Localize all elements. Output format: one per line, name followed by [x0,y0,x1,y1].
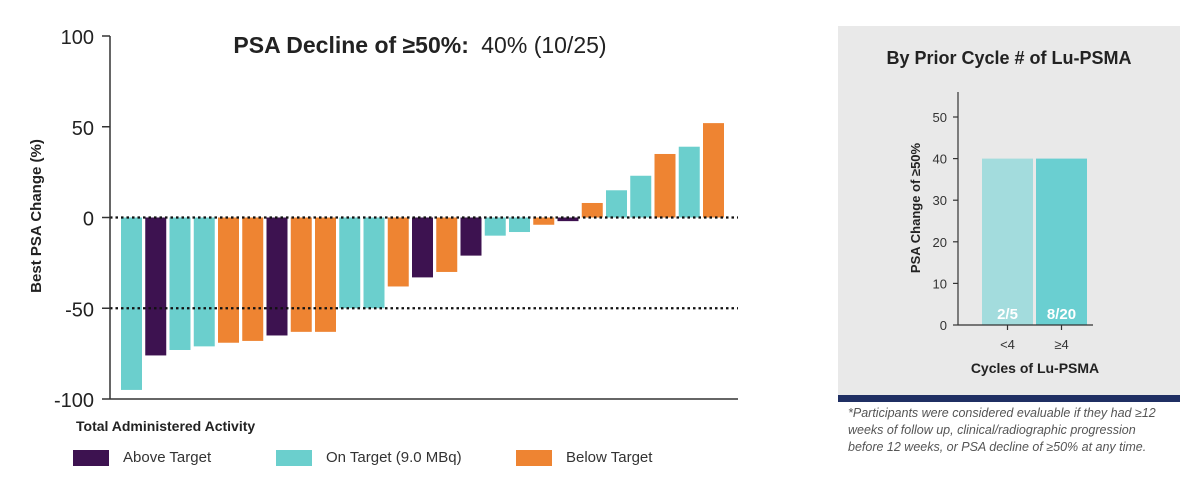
y-tick-label: 50 [72,118,94,140]
legend-swatch-above-target [73,449,109,466]
legend-label-below-target: Below Target [566,449,653,466]
bar [169,217,191,350]
bar [654,153,676,218]
inset-y-axis-label: PSA Change of ≥50% [908,142,923,273]
inset-y-axis-ticks: 50 40 30 20 10 0 [933,110,958,333]
reference-lines [110,216,738,310]
legend-below-target: Below Target [516,449,652,466]
inset-y-tick-label: 20 [933,235,947,250]
y-axis-label: Best PSA Change (%) [28,139,45,293]
footnote: *Participants were considered evaluable … [848,406,1156,454]
bar [460,217,482,256]
inset-y-tick-label: 40 [933,152,947,167]
bar [387,217,409,287]
inset-x-axis-label: Cycles of Lu-PSMA [971,360,1099,376]
legend-label-on-target: On Target (9.0 MBq) [326,449,462,466]
legend-label-above-target: Above Target [123,449,212,466]
bar [121,217,142,390]
inset-x-axis-ticks: <4 ≥4 [1000,325,1069,352]
inset-y-tick-label: 30 [933,193,947,208]
bar [678,146,700,218]
inset-x-tick-label: <4 [1000,337,1015,352]
x-axis-label: Total Administered Activity [76,418,255,434]
bar [315,217,336,332]
bar [242,217,264,341]
bar [606,190,627,218]
legend-swatch-below-target [516,449,552,466]
y-tick-label: -50 [65,299,94,321]
bar-series [121,123,724,390]
chart-title-label: PSA Decline of ≥50%: [233,32,468,58]
inset-chart: 50 40 30 20 10 0 PSA Change of ≥50% 2/5 8/20 <… [908,92,1099,376]
bar [339,217,361,309]
inset-panel: By Prior Cycle # of Lu-PSMA 50 40 30 20 10 0 … [838,26,1180,402]
y-tick-label: -100 [54,390,94,412]
bar [509,217,530,233]
bar [533,217,555,225]
bar [484,217,506,236]
bar [290,217,312,332]
bar [557,217,579,222]
legend-above-target: Above Target [73,449,211,466]
bar [145,217,167,356]
inset-bar [982,158,1033,325]
chart-title-value: 40% (10/25) [481,32,606,58]
inset-x-tick-label: ≥4 [1054,337,1068,352]
bar [703,123,724,218]
inset-bar-series: 2/5 8/20 [982,158,1087,325]
inset-y-tick-label: 10 [933,276,947,291]
y-tick-label: 0 [83,209,94,231]
bar [630,175,652,218]
bar [412,217,433,278]
legend-swatch-on-target [276,449,312,466]
inset-bar-label: 2/5 [997,306,1018,323]
inset-y-tick-label: 50 [933,110,947,125]
inset-y-tick-label: 0 [940,318,947,333]
waterfall-chart: PSA Decline of ≥50%: 40% (10/25) 100 50 0 -… [28,27,738,434]
y-tick-label: 100 [61,27,94,49]
y-axis-ticks: 100 50 0 -50 -100 [54,27,110,412]
inset-bar-label: 8/20 [1047,306,1076,323]
bar [193,217,215,347]
bar [436,217,458,272]
inset-title: By Prior Cycle # of Lu-PSMA [886,48,1132,68]
chart-title: PSA Decline of ≥50%: 40% (10/25) [233,32,606,58]
bar [266,217,288,336]
bar [363,217,385,309]
bar [581,202,603,218]
bar [218,217,239,343]
inset-bar [1036,158,1087,325]
legend-on-target: On Target (9.0 MBq) [276,449,462,466]
